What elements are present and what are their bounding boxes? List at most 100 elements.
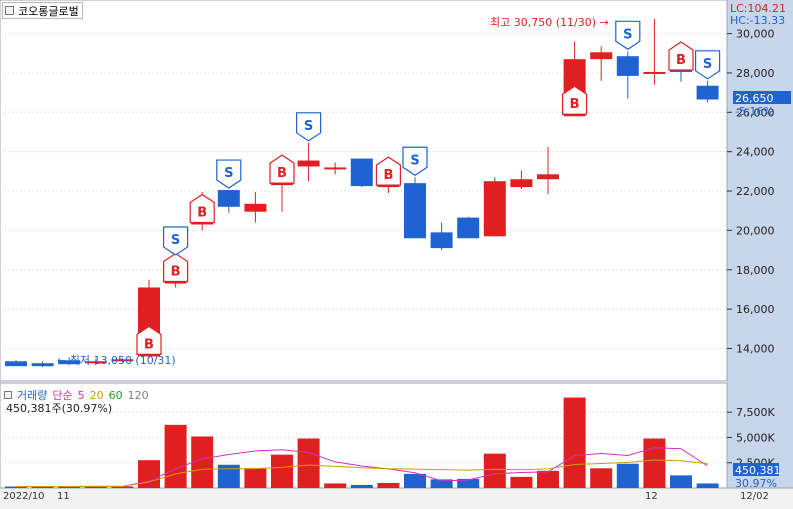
stock-name-box[interactable]: 코오롱글로벌 bbox=[2, 2, 83, 19]
volume-bar bbox=[244, 468, 267, 488]
price-axis-panel bbox=[727, 0, 793, 509]
sell-signal-label: S bbox=[171, 233, 180, 248]
volume-bar bbox=[670, 475, 692, 488]
candle-body bbox=[457, 217, 480, 239]
volume-ma-20-line bbox=[16, 459, 708, 487]
sell-signal-label: S bbox=[304, 119, 313, 134]
volume-bar bbox=[643, 438, 666, 488]
volume-bar bbox=[350, 484, 373, 488]
volume-bar bbox=[297, 438, 320, 488]
stock-name: 코오롱글로벌 bbox=[18, 4, 79, 18]
sell-signal-shape bbox=[615, 20, 641, 51]
price-tick-label: 22,000 bbox=[736, 185, 775, 198]
price-tick-label: 24,000 bbox=[736, 146, 775, 159]
candle-body bbox=[643, 71, 666, 74]
sell-signal-icon: S bbox=[695, 50, 721, 80]
volume-bar bbox=[111, 486, 134, 488]
current-change: -5.16% bbox=[735, 105, 774, 118]
ma-label: 단순 bbox=[52, 389, 73, 402]
candle-body bbox=[483, 181, 506, 237]
menu-square-icon bbox=[5, 6, 14, 15]
sell-signal-label: S bbox=[410, 153, 419, 168]
current-volume-box bbox=[733, 463, 779, 476]
candle-body bbox=[297, 160, 320, 167]
volume-bar bbox=[58, 486, 81, 488]
date-axis bbox=[0, 488, 793, 509]
date-label-dec: 12 bbox=[645, 491, 658, 502]
volume-label: 거래량 bbox=[17, 389, 48, 402]
buy-signal-label: B bbox=[277, 166, 287, 181]
ma-period-20: 20 bbox=[89, 388, 104, 402]
buy-signal-icon: B bbox=[163, 252, 189, 283]
buy-signal-icon: B bbox=[189, 193, 215, 224]
candle-body bbox=[430, 232, 453, 249]
candle-body bbox=[244, 203, 267, 212]
sell-signal-icon: S bbox=[615, 20, 641, 51]
hc-label: HC:-13.33 bbox=[730, 14, 786, 27]
candle-body bbox=[5, 361, 27, 367]
volume-tick-label: 7,500K bbox=[736, 406, 775, 419]
sell-signal-icon: S bbox=[296, 112, 322, 142]
candle-body bbox=[590, 52, 613, 60]
price-tick-label: 20,000 bbox=[736, 224, 775, 237]
low-annotation: ← 최저 13,050 (10/31) bbox=[57, 354, 176, 367]
price-tick-label: 28,000 bbox=[736, 67, 775, 80]
candle-body bbox=[217, 190, 240, 207]
buy-signal-label: B bbox=[197, 205, 207, 220]
volume-bar bbox=[138, 460, 160, 488]
sell-signal-icon: S bbox=[216, 159, 242, 189]
current-volume: 450,381 bbox=[735, 464, 781, 477]
buy-signal-icon: B bbox=[562, 85, 588, 115]
volume-current-text: 450,381주(30.97%) bbox=[6, 402, 113, 415]
buy-signal-label: B bbox=[676, 53, 686, 68]
candle-body bbox=[58, 360, 81, 365]
candle-body bbox=[350, 158, 373, 187]
volume-bar bbox=[563, 397, 586, 488]
sell-signal-shape bbox=[216, 159, 242, 189]
price-pane bbox=[0, 0, 728, 382]
volume-bar bbox=[430, 479, 453, 488]
candle-body bbox=[616, 56, 639, 76]
volume-bar bbox=[696, 483, 719, 488]
date-label-oct: 2022/10 bbox=[3, 491, 45, 502]
candle-body bbox=[510, 179, 533, 188]
buy-signal-shape bbox=[136, 325, 162, 355]
buy-signal-shape bbox=[562, 85, 588, 115]
price-tick-label: 18,000 bbox=[736, 264, 775, 277]
candle-body bbox=[324, 167, 347, 170]
candle-body bbox=[31, 363, 54, 367]
volume-bar bbox=[164, 424, 187, 488]
price-tick-label: 16,000 bbox=[736, 303, 775, 316]
lc-label: LC:104.21 bbox=[730, 2, 787, 15]
sell-signal-label: S bbox=[703, 57, 712, 72]
volume-bar bbox=[457, 478, 480, 488]
volume-bar bbox=[271, 454, 293, 488]
buy-signal-shape bbox=[163, 252, 189, 283]
volume-bar bbox=[31, 486, 54, 488]
sell-signal-icon: S bbox=[402, 146, 428, 176]
menu-square-icon[interactable] bbox=[4, 391, 12, 399]
volume-legend: 거래량 단순 5 20 60 120 bbox=[4, 387, 149, 403]
volume-bar bbox=[616, 463, 639, 488]
candle-body bbox=[404, 183, 426, 239]
volume-bar bbox=[217, 464, 240, 488]
volume-bar bbox=[537, 470, 559, 488]
current-volume-ratio: 30.97% bbox=[735, 477, 777, 490]
buy-signal-shape bbox=[375, 156, 401, 186]
volume-bar bbox=[510, 476, 533, 488]
buy-signal-label: B bbox=[171, 265, 181, 280]
buy-signal-shape bbox=[269, 154, 295, 184]
sell-signal-label: S bbox=[623, 27, 632, 42]
date-label-last: 12/02 bbox=[740, 491, 769, 502]
buy-signal-label: B bbox=[383, 168, 393, 183]
high-annotation: 최고 30,750 (11/30) → bbox=[490, 16, 609, 29]
buy-signal-shape bbox=[189, 193, 215, 224]
volume-bar bbox=[191, 436, 214, 488]
sell-signal-shape bbox=[695, 50, 721, 80]
buy-signal-icon: B bbox=[375, 156, 401, 186]
volume-bar bbox=[590, 468, 613, 488]
sell-signal-icon: S bbox=[163, 226, 189, 256]
ma-period-5: 5 bbox=[77, 388, 85, 402]
buy-signal-icon: B bbox=[668, 41, 694, 71]
